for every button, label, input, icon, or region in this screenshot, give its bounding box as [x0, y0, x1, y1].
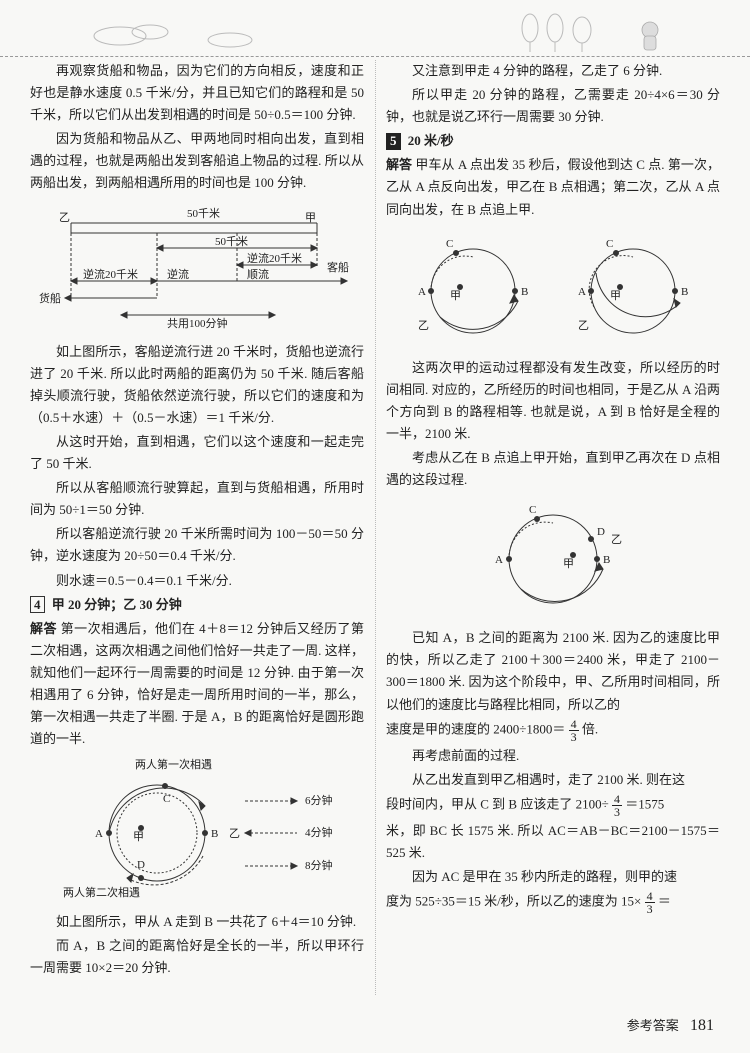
lbl: 逆流 — [167, 267, 189, 281]
lbl: B — [681, 286, 688, 298]
lbl: 顺流 — [247, 267, 269, 281]
question-title: 20 米/秒 — [408, 133, 454, 148]
para: 再考虑前面的过程. — [386, 745, 720, 767]
page-number: 181 — [690, 1017, 714, 1034]
para: 因为货船和物品从乙、甲两地同时相向出发，直到相遇的过程，也就是两船出发到客船追上… — [30, 128, 364, 194]
header-svg — [0, 10, 750, 60]
para: 再观察货船和物品，因为它们的方向相反，速度和正好也是静水速度 0.5 千米/分，… — [30, 60, 364, 126]
para: 而 A，B 之间的距离恰好是全长的一半，所以甲环行一周需要 10×2＝20 分钟… — [30, 935, 364, 979]
lbl: 两人第一次相遇 — [135, 758, 212, 771]
para: 所以从客船顺流行驶算起，直到与货船相遇，所用时间为 50÷1＝50 分钟. — [30, 477, 364, 521]
para-text: ＝ — [658, 894, 671, 909]
lbl: 共用100分钟 — [167, 316, 228, 330]
fraction: 43 — [612, 793, 622, 818]
lbl: 甲 — [450, 290, 461, 302]
para: 则水速＝0.5－0.4＝0.1 千米/分. — [30, 570, 364, 592]
lbl: A — [418, 286, 426, 298]
para: 从这时开始，直到相遇，它们以这个速度和一起走完了 50 千米. — [30, 431, 364, 475]
fraction: 43 — [569, 718, 579, 743]
lbl: 货船 — [39, 291, 61, 305]
para: 所以甲走 20 分钟的路程，乙需要走 20÷4×6＝30 分钟，也就是说乙环行一… — [386, 84, 720, 128]
page-header-decoration — [0, 10, 750, 60]
para: 如上图所示，客船逆流行进 20 千米时，货船也逆流行进了 20 千米. 所以此时… — [30, 341, 364, 429]
para-text: 度为 525÷35＝15 米/秒，所以乙的速度为 15× — [386, 894, 641, 909]
diagram-circle-d: A B C D 甲 乙 — [403, 499, 703, 619]
question-heading: 5 20 米/秒 — [386, 130, 720, 152]
page-footer: 参考答案 181 — [627, 1012, 714, 1039]
lbl: 乙 — [229, 827, 240, 840]
header-dashline — [0, 56, 750, 57]
diagram-circle-meet: 两人第一次相遇 两人第二次相遇 A B C D 甲 乙 6分钟 4分钟 8分钟 — [37, 758, 357, 903]
lbl: B — [521, 286, 528, 298]
lbl: 乙 — [611, 533, 622, 546]
para: 段时间内，甲从 C 到 B 应该走了 2100÷ 43 ＝1575 — [386, 793, 720, 818]
footer-label: 参考答案 — [627, 1018, 679, 1033]
lbl: 4分钟 — [305, 825, 333, 839]
lbl: 乙 — [59, 211, 70, 224]
question-heading: 4 甲 20 分钟；乙 30 分钟 — [30, 594, 364, 616]
lbl: C — [529, 504, 536, 516]
lbl: B — [603, 554, 610, 566]
lbl: 甲 — [563, 558, 574, 570]
para: 因为 AC 是甲在 35 秒内所走的路程，则甲的速 — [386, 866, 720, 888]
lbl: C — [446, 238, 453, 250]
lbl: 乙 — [418, 319, 429, 332]
diagram-boats: 乙 50千米 甲 50千米 逆流20千米 客船 逆流20千米 逆流 顺流 货船 … — [37, 203, 357, 333]
para-text: 第一次相遇后，他们在 4＋8＝12 分钟后又经历了第二次相遇，这两次相遇之间他们… — [30, 621, 364, 746]
lbl: A — [495, 554, 503, 566]
para-text: 倍. — [582, 721, 598, 736]
para: 如上图所示，甲从 A 走到 B 一共花了 6＋4＝10 分钟. — [30, 911, 364, 933]
para: 这两次甲的运动过程都没有发生改变，所以经历的时间相同. 对应的，乙所经历的时间也… — [386, 357, 720, 445]
para: 已知 A，B 之间的距离为 2100 米. 因为乙的速度比甲的快，所以乙走了 2… — [386, 627, 720, 715]
para-text: 甲车从 A 点出发 35 秒后，假设他到达 C 点. 第一次，乙从 A 点反向出… — [386, 157, 720, 216]
lbl: 乙 — [578, 319, 589, 332]
answer-label: 解答 — [386, 157, 412, 172]
lbl: 逆流20千米 — [247, 251, 302, 265]
diagram-two-circles: A B C 甲 乙 A B C 甲 乙 — [388, 229, 718, 349]
question-number-box: 5 — [386, 133, 401, 150]
para-text: 段时间内，甲从 C 到 B 应该走了 2100÷ — [386, 796, 609, 811]
lbl: D — [597, 526, 605, 538]
lbl: C — [163, 793, 170, 805]
lbl: C — [606, 238, 613, 250]
lbl: A — [95, 828, 103, 840]
lbl: 两人第二次相遇 — [63, 885, 140, 899]
lbl: A — [578, 286, 586, 298]
para: 解答 甲车从 A 点出发 35 秒后，假设他到达 C 点. 第一次，乙从 A 点… — [386, 154, 720, 220]
question-title: 甲 20 分钟；乙 30 分钟 — [52, 597, 182, 612]
lbl: 50千米 — [187, 207, 220, 220]
lbl: B — [211, 828, 218, 840]
para: 米，即 BC 长 1575 米. 所以 AC＝AB－BC＝2100－1575＝5… — [386, 820, 720, 864]
para: 度为 525÷35＝15 米/秒，所以乙的速度为 15× 43 ＝ — [386, 890, 720, 915]
lbl: 甲 — [305, 212, 316, 224]
content-columns: 再观察货船和物品，因为它们的方向相反，速度和正好也是静水速度 0.5 千米/分，… — [30, 60, 720, 995]
lbl: 50千米 — [215, 235, 248, 248]
para: 从乙出发直到甲乙相遇时，走了 2100 米. 则在这 — [386, 769, 720, 791]
answer-label: 解答 — [30, 621, 57, 636]
para: 速度是甲的速度的 2400÷1800＝ 43 倍. — [386, 718, 720, 743]
lbl: 逆流20千米 — [83, 267, 138, 281]
para: 所以客船逆流行驶 20 千米所需时间为 100－50＝50 分钟，逆水速度为 2… — [30, 523, 364, 567]
lbl: 6分钟 — [305, 793, 333, 807]
fraction: 43 — [645, 890, 655, 915]
question-number-box: 4 — [30, 596, 45, 614]
para: 解答 第一次相遇后，他们在 4＋8＝12 分钟后又经历了第二次相遇，这两次相遇之… — [30, 618, 364, 751]
lbl: 甲 — [133, 831, 144, 843]
para-text: ＝1575 — [625, 796, 664, 811]
para-text: 速度是甲的速度的 2400÷1800＝ — [386, 721, 565, 736]
lbl: D — [137, 859, 145, 871]
para: 考虑从乙在 B 点追上甲开始，直到甲乙再次在 D 点相遇的这段过程. — [386, 447, 720, 491]
para: 又注意到甲走 4 分钟的路程，乙走了 6 分钟. — [386, 60, 720, 82]
lbl: 8分钟 — [305, 858, 333, 872]
lbl: 甲 — [610, 290, 621, 302]
lbl: 客船 — [327, 260, 349, 274]
